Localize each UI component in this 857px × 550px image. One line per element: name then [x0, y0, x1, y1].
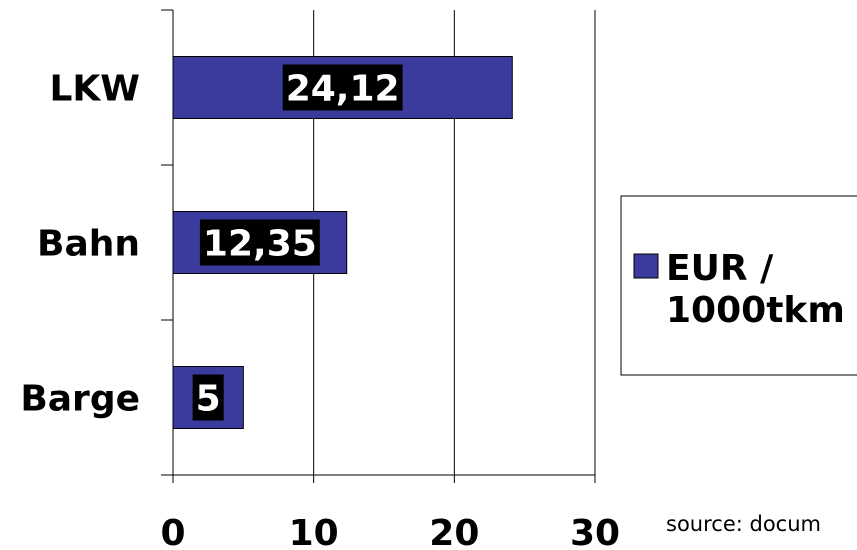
data-label-bahn: 12,35	[199, 219, 320, 266]
legend-label-line-2: 1000tkm	[666, 290, 845, 331]
legend: EUR / 1000tkm	[620, 195, 857, 376]
category-labels: LKW Bahn Barge	[20, 69, 140, 420]
category-label-lkw: LKW	[49, 69, 140, 110]
x-tick-label-10: 10	[289, 513, 339, 550]
category-label-barge: Barge	[20, 379, 140, 420]
source-note: source: docum	[666, 512, 821, 536]
data-label-lkw: 24,12	[282, 64, 403, 111]
data-label-text: 24,12	[286, 69, 400, 110]
data-label-background	[282, 64, 403, 111]
data-label-barge: 5	[192, 374, 224, 421]
data-label-text: 12,35	[203, 224, 317, 265]
x-tick-label-30: 30	[570, 513, 620, 550]
legend-box	[620, 195, 857, 376]
category-label-bahn: Bahn	[37, 224, 140, 265]
x-tick-label-20: 20	[429, 513, 479, 550]
data-label-text: 5	[196, 379, 221, 420]
tick-labels: 0 10 20 30	[160, 513, 620, 550]
legend-swatch	[633, 253, 659, 279]
legend-label-line-1: EUR /	[666, 248, 774, 289]
data-label-background	[192, 374, 224, 421]
data-label-background	[199, 219, 320, 266]
x-tick-label-0: 0	[160, 513, 185, 550]
data-labels: 24,12 12,35 5	[192, 64, 403, 421]
